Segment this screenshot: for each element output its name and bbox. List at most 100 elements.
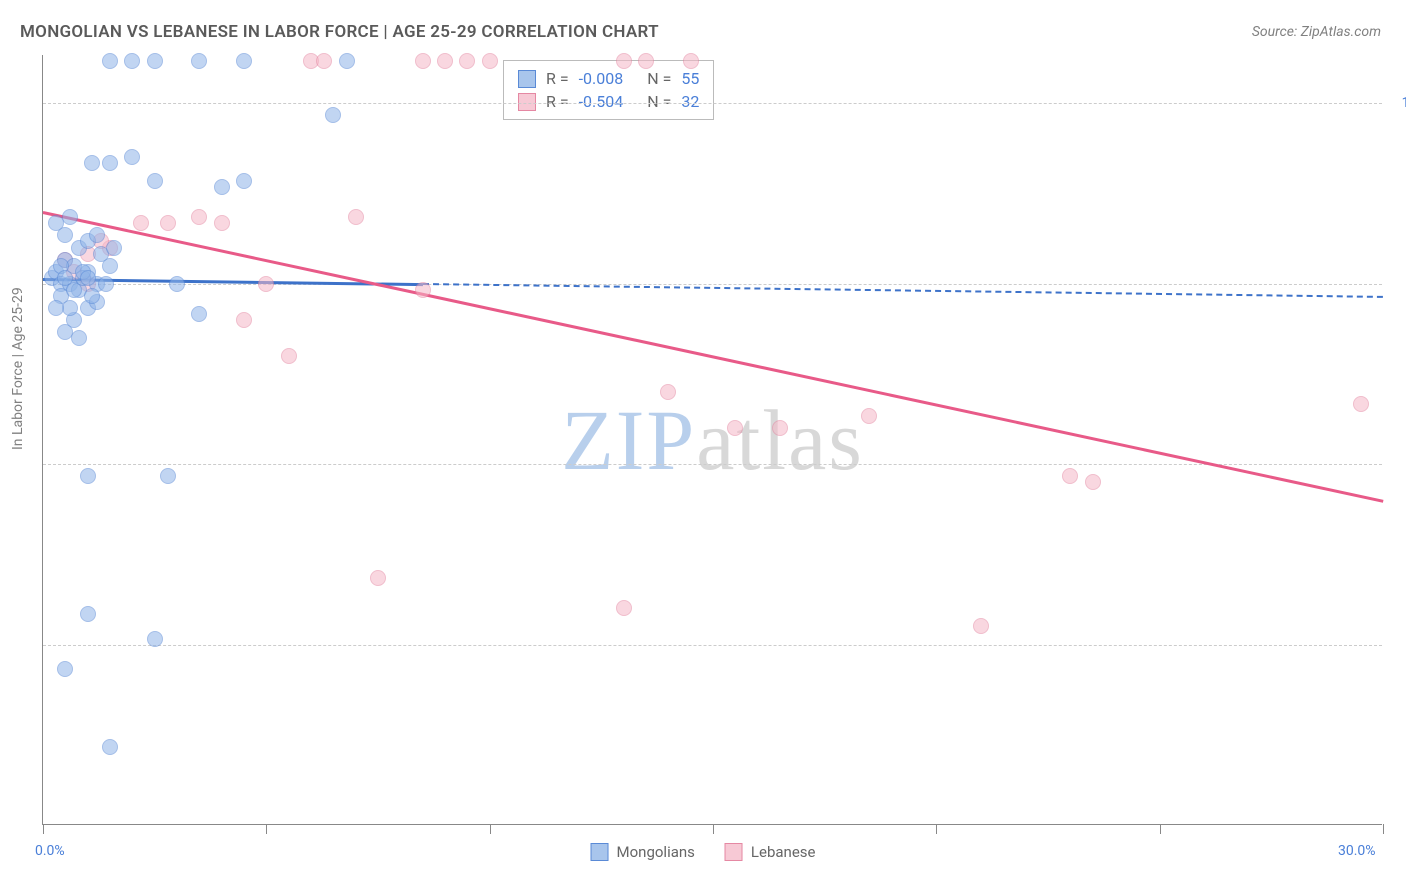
r-label: R =: [546, 92, 569, 111]
lebanese-point: [281, 348, 297, 364]
x-tick: [266, 824, 267, 834]
mongolian-swatch: [518, 70, 536, 88]
lebanese-point: [236, 312, 252, 328]
x-tick-label: 0.0%: [35, 843, 65, 859]
mongolian-point: [236, 53, 252, 69]
mongolian-point: [147, 631, 163, 647]
lebanese-point: [133, 215, 149, 231]
lebanese-n-value: 32: [681, 92, 699, 111]
lebanese-point: [861, 408, 877, 424]
y-tick-label: 100.0%: [1402, 95, 1406, 111]
gridline: [43, 103, 1382, 104]
mongolian-point: [124, 149, 140, 165]
gridline: [43, 464, 1382, 465]
lebanese-point: [1062, 468, 1078, 484]
mongolian-point: [191, 53, 207, 69]
mongolian-point: [147, 173, 163, 189]
mongolian-point: [102, 53, 118, 69]
mongolian-point: [98, 276, 114, 292]
lebanese-point: [160, 215, 176, 231]
mongolian-point: [80, 270, 96, 286]
lebanese-point: [459, 53, 475, 69]
mongolian-point: [102, 155, 118, 171]
lebanese-point: [727, 420, 743, 436]
mongolian-point: [160, 468, 176, 484]
lebanese-point: [482, 53, 498, 69]
legend-label: Lebanese: [751, 843, 816, 861]
lebanese-point: [683, 53, 699, 69]
source-attribution: Source: ZipAtlas.com: [1252, 24, 1381, 40]
regression-extrapolation: [423, 283, 1383, 298]
mongolian-point: [325, 107, 341, 123]
lebanese-swatch: [725, 843, 743, 861]
mongolian-point: [62, 209, 78, 225]
n-label: N =: [647, 92, 671, 111]
mongolian-point: [84, 288, 100, 304]
mongolian-point: [80, 468, 96, 484]
lebanese-point: [316, 53, 332, 69]
legend-row-mongolian: R = -0.008 N = 55: [518, 67, 699, 90]
mongolian-point: [124, 53, 140, 69]
x-tick: [713, 824, 714, 834]
mongolian-point: [57, 661, 73, 677]
x-tick: [1160, 824, 1161, 834]
n-label: N =: [647, 69, 671, 88]
x-tick: [1383, 824, 1384, 834]
mongolian-point: [57, 270, 73, 286]
legend-item-mongolian: Mongolians: [591, 843, 695, 861]
lebanese-swatch: [518, 93, 536, 111]
watermark-atlas: atlas: [696, 392, 864, 488]
x-tick: [43, 824, 44, 834]
x-tick: [936, 824, 937, 834]
lebanese-point: [415, 282, 431, 298]
mongolian-point: [102, 739, 118, 755]
mongolian-r-value: -0.008: [579, 69, 624, 88]
lebanese-point: [660, 384, 676, 400]
lebanese-point: [616, 53, 632, 69]
lebanese-point: [191, 209, 207, 225]
legend-label: Mongolians: [617, 843, 695, 861]
lebanese-point: [638, 53, 654, 69]
lebanese-point: [616, 600, 632, 616]
mongolian-point: [236, 173, 252, 189]
lebanese-point: [973, 618, 989, 634]
watermark-zip: ZIP: [561, 392, 696, 488]
lebanese-point: [772, 420, 788, 436]
mongolian-point: [80, 606, 96, 622]
mongolian-point: [106, 240, 122, 256]
lebanese-point: [370, 570, 386, 586]
mongolian-point: [147, 53, 163, 69]
plot-area: ZIPatlas R = -0.008 N = 55 R = -0.504 N …: [42, 55, 1382, 825]
x-tick-label: 30.0%: [1338, 843, 1376, 859]
mongolian-n-value: 55: [681, 69, 699, 88]
mongolian-point: [48, 300, 64, 316]
legend-row-lebanese: R = -0.504 N = 32: [518, 90, 699, 113]
mongolian-point: [214, 179, 230, 195]
mongolian-point: [169, 276, 185, 292]
mongolian-point: [191, 306, 207, 322]
series-legend: Mongolians Lebanese: [591, 843, 816, 861]
chart-title: MONGOLIAN VS LEBANESE IN LABOR FORCE | A…: [20, 22, 659, 42]
mongolian-point: [89, 227, 105, 243]
regression-line: [43, 211, 1384, 502]
r-label: R =: [546, 69, 569, 88]
y-axis-label: In Labor Force | Age 25-29: [10, 287, 26, 450]
legend-item-lebanese: Lebanese: [725, 843, 816, 861]
lebanese-point: [415, 53, 431, 69]
mongolian-point: [339, 53, 355, 69]
lebanese-point: [348, 209, 364, 225]
gridline: [43, 645, 1382, 646]
lebanese-point: [437, 53, 453, 69]
mongolian-point: [84, 155, 100, 171]
gridline: [43, 284, 1382, 285]
lebanese-r-value: -0.504: [579, 92, 624, 111]
lebanese-point: [1085, 474, 1101, 490]
correlation-legend: R = -0.008 N = 55 R = -0.504 N = 32: [503, 60, 714, 120]
lebanese-point: [1353, 396, 1369, 412]
mongolian-swatch: [591, 843, 609, 861]
lebanese-point: [258, 276, 274, 292]
lebanese-point: [214, 215, 230, 231]
x-tick: [490, 824, 491, 834]
watermark: ZIPatlas: [561, 390, 864, 490]
mongolian-point: [71, 330, 87, 346]
